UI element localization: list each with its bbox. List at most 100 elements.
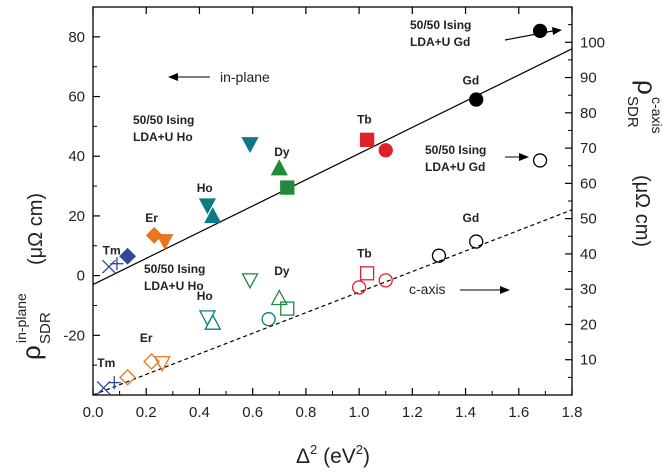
y-left-tick-label: 40 — [68, 148, 85, 165]
c-axis-arrowhead — [500, 286, 510, 294]
x-tick-label: 0.0 — [83, 404, 104, 421]
callout-gd-c-axis-line1: 50/50 Ising — [425, 143, 486, 157]
element-label-dy-left: Dy — [274, 145, 290, 159]
y-left-axis-label: ρ SDR in-plane (μΩ cm) — [13, 193, 54, 360]
element-label-gd-right: Gd — [463, 211, 480, 225]
x-tick-label: 0.2 — [136, 404, 157, 421]
callout-ho-c-axis-line2: LDA+U Ho — [144, 279, 204, 293]
x-tick-label: 1.4 — [455, 404, 476, 421]
x-tick-label: 1.2 — [402, 404, 423, 421]
point-in-plane-tb-11 — [378, 143, 393, 158]
y-right-unit: (μΩ cm) — [631, 175, 653, 247]
y-right-tick-label: 20 — [580, 316, 597, 333]
plot-frame — [92, 6, 573, 396]
point-in-plane-gd-13 — [532, 23, 548, 39]
element-label-tb-left: Tb — [357, 112, 372, 126]
y-left-tick-label: -20 — [63, 327, 85, 344]
callout-ho-c-axis-line1: 50/50 Ising — [144, 262, 205, 276]
callout-gd-in-plane-arrowhead — [552, 27, 562, 35]
point-c-axis-tm-0 — [96, 380, 111, 395]
point-in-plane-ho-7 — [241, 137, 259, 154]
point-c-axis-tb-11 — [351, 280, 367, 295]
fit-line-right — [92, 209, 573, 396]
point-in-plane-er-3 — [145, 226, 163, 244]
axis-ticks: 0.0 0.2 0.4 0.6 0.8 1.0 1.2 1.4 1.6 1.8 -20 0 20 40 60… — [63, 6, 605, 421]
y-left-unit: (μΩ cm) — [25, 193, 47, 265]
x-axis-unit-sup: 2 — [356, 442, 363, 457]
y-right-rho: ρ — [632, 80, 662, 95]
point-c-axis-tm-1 — [107, 376, 121, 390]
point-in-plane-ho-6 — [204, 207, 222, 224]
callout-ho-in-plane-line1: 50/50 Ising — [133, 113, 194, 127]
point-in-plane-gd-12 — [469, 92, 484, 107]
x-axis-delta-sup: 2 — [310, 442, 317, 457]
element-label-gd-left: Gd — [463, 74, 480, 88]
point-c-axis-tb-12 — [359, 266, 375, 281]
element-label-tb-right: Tb — [357, 246, 372, 260]
y-right-tick-label: 90 — [580, 70, 597, 87]
y-right-tick-label: 40 — [580, 246, 597, 263]
callout-gd-c-axis-line2: LDA+U Gd — [425, 160, 485, 174]
y-left-tick-label: 80 — [68, 29, 85, 46]
callout-gd-in-plane: 50/50 Ising LDA+U Gd — [410, 18, 562, 49]
in-plane-label: in-plane — [220, 69, 270, 85]
callout-in-plane: in-plane — [168, 69, 270, 85]
callout-gd-in-plane-line2: LDA+U Gd — [410, 35, 470, 49]
element-label-ho-left: Ho — [197, 181, 213, 195]
c-axis-label: c-axis — [409, 281, 446, 297]
point-c-axis-gd-14 — [431, 248, 447, 263]
data-points — [96, 23, 548, 395]
point-in-plane-dy-9 — [280, 180, 295, 195]
y-left-tick-label: 0 — [77, 268, 85, 285]
point-c-axis-dy-8 — [241, 273, 259, 290]
x-axis-close: ) — [363, 445, 370, 468]
callout-gd-in-plane-line1: 50/50 Ising — [410, 18, 471, 32]
y-right-tick-label: 70 — [580, 140, 597, 157]
y-right-tick-label: 100 — [580, 34, 605, 51]
y-right-sup: c-axis — [649, 97, 664, 134]
x-tick-label: 0.6 — [242, 404, 263, 421]
point-in-plane-tm-2 — [119, 247, 137, 265]
callout-gd-c-axis: 50/50 Ising LDA+U Gd — [425, 143, 529, 174]
callout-c-axis: c-axis — [409, 281, 510, 297]
y-right-sub: SDR — [624, 96, 641, 128]
element-annotations: Tm Er Ho Dy Tb Gd Tm Er Ho Dy Tb Gd — [97, 74, 479, 370]
point-c-axis-tb-13 — [378, 273, 393, 288]
y-left-sup: in-plane — [13, 293, 29, 343]
callout-gd-in-plane-arrow — [504, 29, 559, 41]
callout-ho-in-plane-line2: LDA+U Ho — [133, 130, 193, 144]
y-left-tick-label: 60 — [68, 89, 85, 106]
x-tick-label: 0.4 — [189, 404, 210, 421]
point-in-plane-tm-0 — [102, 259, 116, 274]
callout-ho-c-axis: 50/50 Ising LDA+U Ho — [144, 262, 205, 293]
y-right-tick-label: 60 — [580, 175, 597, 192]
element-label-er-left: Er — [145, 211, 158, 225]
y-right-tick-label: 80 — [580, 105, 597, 122]
point-in-plane-dy-8 — [270, 159, 288, 176]
point-c-axis-gd-15 — [469, 234, 484, 249]
x-tick-label: 1.6 — [508, 404, 529, 421]
point-c-axis-dy-10 — [280, 301, 295, 316]
point-c-axis-gd-16 — [532, 153, 548, 168]
fit-line-left — [92, 48, 573, 286]
x-axis-label: Δ2 (eV2) — [296, 442, 370, 468]
x-tick-label: 1.8 — [562, 404, 583, 421]
x-axis-unit: (eV — [317, 445, 356, 468]
element-label-tm-left: Tm — [103, 244, 121, 258]
element-label-er-right: Er — [140, 331, 153, 345]
x-axis-delta: Δ — [296, 445, 310, 468]
point-in-plane-tb-10 — [359, 132, 375, 147]
point-in-plane-tm-1 — [110, 257, 124, 271]
x-tick-label: 0.8 — [295, 404, 316, 421]
element-label-ho-right: Ho — [197, 289, 213, 303]
y-left-rho: ρ — [16, 345, 46, 360]
callout-gd-c-axis-arrowhead — [519, 153, 529, 161]
in-plane-arrowhead — [168, 73, 178, 81]
fit-lines — [92, 48, 573, 396]
y-right-tick-label: 10 — [580, 352, 597, 369]
point-in-plane-ho-5 — [198, 198, 217, 215]
y-left-tick-label: 20 — [68, 208, 85, 225]
point-in-plane-er-4 — [156, 234, 174, 251]
point-c-axis-ho-6 — [204, 313, 222, 330]
